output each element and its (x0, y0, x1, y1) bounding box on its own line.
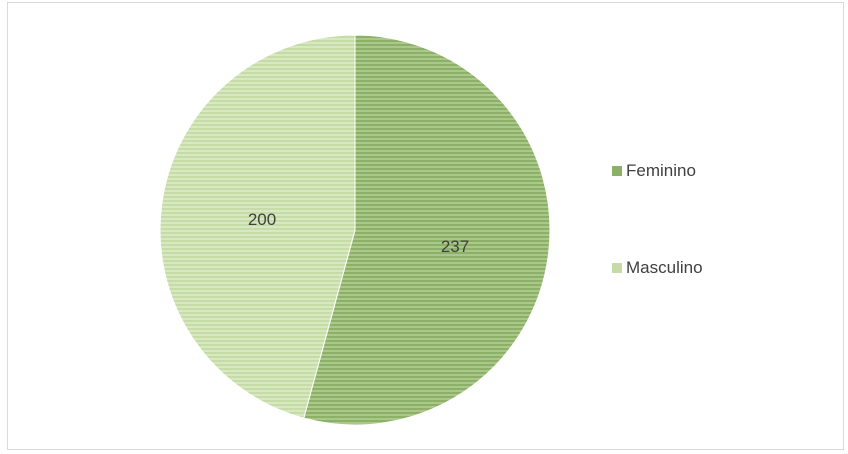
data-labels: 237 200 (248, 210, 469, 256)
legend-label-masculino: Masculino (626, 258, 703, 277)
pie-slices (159, 34, 551, 426)
pie-slice-feminino (303, 34, 551, 426)
legend-swatch-feminino (612, 166, 622, 176)
pie-slice-masculino (159, 34, 356, 419)
data-label-feminino: 237 (441, 237, 469, 256)
data-label-masculino: 200 (248, 210, 276, 229)
legend: Feminino Masculino (612, 161, 703, 277)
legend-swatch-masculino (612, 263, 622, 273)
legend-label-feminino: Feminino (626, 161, 696, 180)
